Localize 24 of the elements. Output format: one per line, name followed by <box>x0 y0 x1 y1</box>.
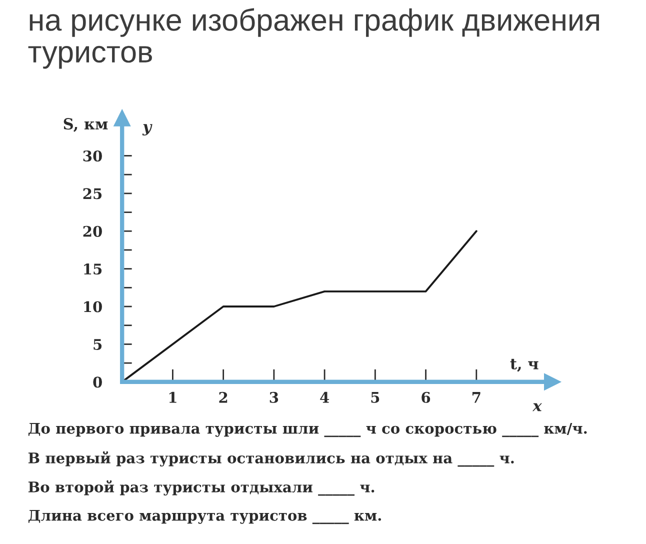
y-tick-label: 20 <box>83 226 102 237</box>
text: До первого привала туристы шли _____ ч со скоростью _____ км/ч. <box>28 422 587 438</box>
y-axis-title: S, км <box>64 118 108 132</box>
annotation: y <box>142 124 152 136</box>
y-tick-label: 10 <box>84 301 102 312</box>
x-tick-label: 1 <box>169 392 176 403</box>
text: В первый раз туристы остановились на отдых на _____ ч. <box>28 451 514 467</box>
line-series <box>122 230 478 382</box>
y-tick-label: 30 <box>83 150 102 162</box>
x-axis-title: t, ч <box>510 358 538 372</box>
x-tick-label: 2 <box>219 392 228 403</box>
y-tick-label: 25 <box>83 188 102 200</box>
chart-title: на рисунке изображен график движения туристов <box>28 8 599 69</box>
y-tick-label: 15 <box>84 264 102 275</box>
x-tick-label: 7 <box>472 392 480 403</box>
y-tick-label: 5 <box>94 339 102 350</box>
text: Длина всего маршрута туристов _____ км. <box>28 510 382 524</box>
x-tick-label: 4 <box>320 392 330 403</box>
x-tick-label: 5 <box>371 392 380 403</box>
text: x <box>532 403 542 412</box>
text: Во второй раз туристы отдыхали _____ ч. <box>28 480 374 496</box>
x-tick-label: 3 <box>270 392 278 403</box>
x-tick-label: 6 <box>422 392 430 403</box>
y-tick-label: 0 <box>93 376 102 388</box>
